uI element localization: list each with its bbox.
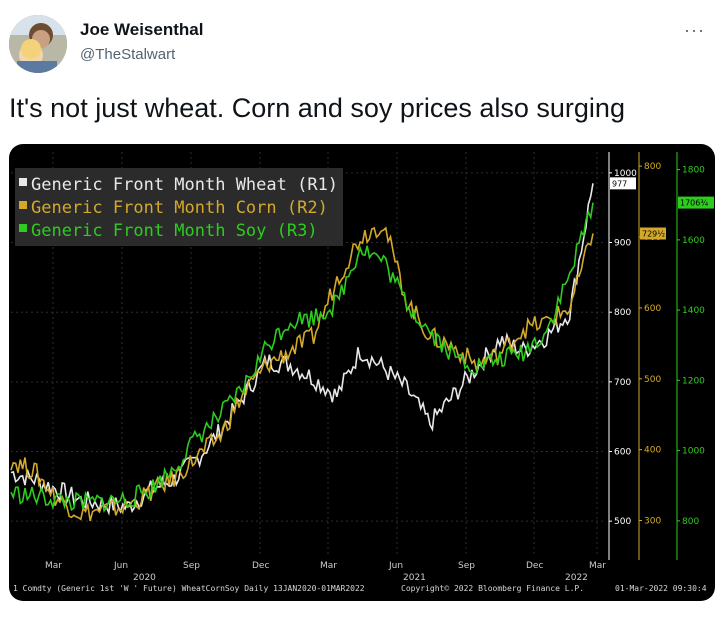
x-tick-6: Sep xyxy=(458,561,475,571)
tick-label-R1-2: 700 xyxy=(614,378,631,388)
footer-source: 1 Comdty (Generic 1st 'W ' Future) Wheat… xyxy=(13,584,365,593)
year-label-1: 2021 xyxy=(403,573,426,583)
legend-corn: Generic Front Month Corn (R2) xyxy=(31,198,328,218)
tick-label-R1-3: 800 xyxy=(614,308,631,318)
x-tick-3: Dec xyxy=(252,561,269,571)
author-name[interactable]: Joe Weisenthal xyxy=(80,20,204,39)
last-value-label-R3: 1706¾ xyxy=(680,199,708,208)
x-tick-1: Jun xyxy=(113,561,128,571)
legend-swatch-corn xyxy=(19,201,27,209)
tick-label-R2-1: 400 xyxy=(644,446,661,456)
last-value-label-R2: 729½ xyxy=(642,230,665,239)
last-value-tag-R2 xyxy=(640,227,666,240)
x-tick-2: Sep xyxy=(183,561,200,571)
last-value-tag-R3 xyxy=(678,196,714,209)
legend-swatch-soy xyxy=(19,224,27,232)
tick-label-R1-5: 1000 xyxy=(614,169,637,179)
tweet-media-chart[interactable]: Mar Jun Sep Dec Mar Jun Sep Dec Mar 2020 2021 2022 5… xyxy=(9,144,715,601)
chart-series xyxy=(10,183,594,522)
tick-label-R3-3: 1400 xyxy=(682,306,705,316)
author-avatar[interactable] xyxy=(9,15,67,73)
tick-label-R1-0: 500 xyxy=(614,517,631,527)
series-line-2 xyxy=(10,202,594,513)
year-label-0: 2020 xyxy=(133,573,156,583)
tick-label-R2-2: 500 xyxy=(644,375,661,385)
legend-swatch-wheat xyxy=(19,178,27,186)
chart-axes: Mar Jun Sep Dec Mar Jun Sep Dec Mar 2020 2021 2022 5… xyxy=(45,152,714,583)
tick-label-R2-0: 300 xyxy=(644,517,661,527)
tick-label-R3-2: 1200 xyxy=(682,376,705,386)
last-value-tag-R1 xyxy=(610,177,636,190)
tick-label-R3-4: 1600 xyxy=(682,236,705,246)
x-tick-7: Dec xyxy=(526,561,543,571)
tick-label-R1-1: 600 xyxy=(614,448,631,458)
chart-legend: Generic Front Month Wheat (R1) Generic F… xyxy=(15,168,343,246)
series-line-0 xyxy=(10,183,594,516)
tick-label-R1-4: 900 xyxy=(614,239,631,249)
x-tick-0: Mar xyxy=(45,561,62,571)
chart-footer: 1 Comdty (Generic 1st 'W ' Future) Wheat… xyxy=(13,584,707,593)
tick-label-R3-0: 800 xyxy=(682,517,699,527)
last-value-label-R1: 977 xyxy=(612,179,627,188)
x-tick-5: Jun xyxy=(388,561,403,571)
x-tick-4: Mar xyxy=(320,561,337,571)
footer-copyright: Copyright© 2022 Bloomberg Finance L.P. xyxy=(401,584,584,593)
legend-soy: Generic Front Month Soy (R3) xyxy=(31,221,318,241)
year-label-2: 2022 xyxy=(565,573,588,583)
more-options-icon[interactable]: ··· xyxy=(684,20,705,40)
price-chart: Mar Jun Sep Dec Mar Jun Sep Dec Mar 2020 2021 2022 5… xyxy=(10,152,714,593)
tick-label-R2-5: 800 xyxy=(644,162,661,172)
tick-label-R3-5: 1800 xyxy=(682,166,705,176)
tick-label-R3-1: 1000 xyxy=(682,447,705,457)
x-tick-8: Mar xyxy=(589,561,606,571)
footer-timestamp: 01-Mar-2022 09:30:4 xyxy=(615,584,707,593)
author-handle[interactable]: @TheStalwart xyxy=(80,46,176,63)
legend-wheat: Generic Front Month Wheat (R1) xyxy=(31,175,338,195)
tick-label-R2-3: 600 xyxy=(644,304,661,314)
tweet-text: It's not just wheat. Corn and soy prices… xyxy=(9,93,625,123)
